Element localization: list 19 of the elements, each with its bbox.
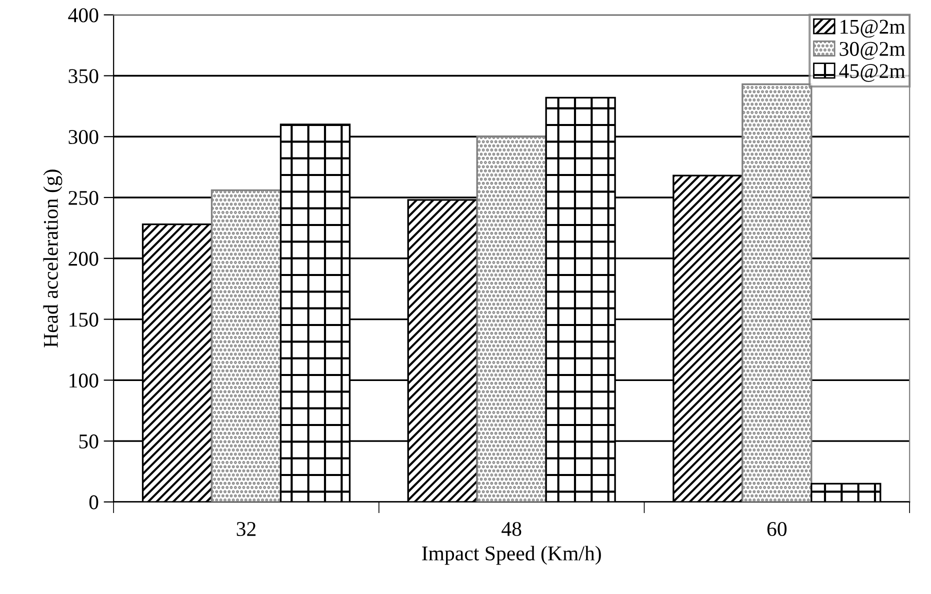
- x-tick-label: 60: [767, 522, 787, 536]
- legend-label: 15@2m: [840, 20, 906, 38]
- y-tick-label: 200: [68, 252, 98, 266]
- y-tick-label: 300: [68, 130, 98, 144]
- legend-label: 30@2m: [840, 42, 906, 60]
- bar: [210, 189, 282, 502]
- x-axis-title: Impact Speed (Km/h): [422, 546, 601, 565]
- y-axis-title: Head acceleration (g): [43, 170, 62, 348]
- x-tick-label: 32: [236, 522, 256, 536]
- y-tick-label: 350: [68, 69, 98, 84]
- y-tick-label: 0: [89, 495, 98, 510]
- y-tick-label: 400: [68, 8, 98, 22]
- y-tick-label: 50: [79, 434, 98, 448]
- y-tick-label: 150: [70, 312, 98, 327]
- legend-label: 45@2m: [839, 64, 906, 82]
- y-tick-label: 100: [70, 374, 98, 388]
- y-tick-label: 250: [68, 190, 98, 205]
- x-tick-label: 48: [502, 522, 522, 536]
- bar: [476, 136, 547, 502]
